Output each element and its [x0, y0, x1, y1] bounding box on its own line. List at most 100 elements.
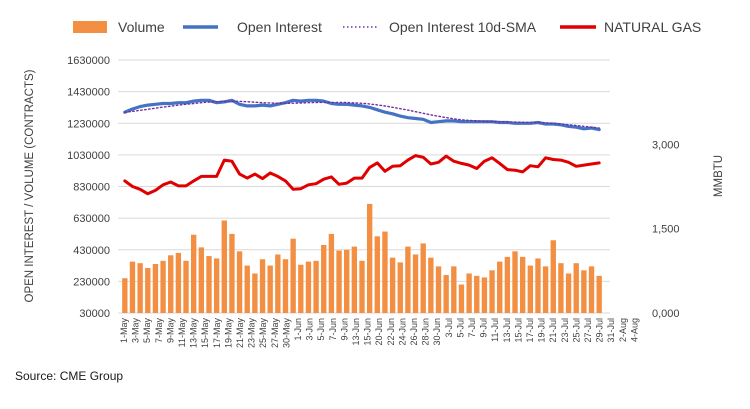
x-tick-label: 5-Jul	[455, 318, 465, 338]
legend-volume-swatch	[73, 21, 107, 33]
x-tick-label: 13-Jul	[502, 318, 512, 343]
x-tick-label: 27-May	[270, 318, 280, 349]
volume-bar	[160, 260, 166, 313]
x-tick-label: 25-May	[258, 318, 268, 349]
volume-bar	[206, 256, 212, 313]
x-tick-label: 22-Jun	[386, 318, 396, 346]
legend-volume-label: Volume	[118, 19, 165, 35]
x-tick-label: 29-Jul	[595, 318, 605, 343]
left-tick-label: 1430000	[67, 87, 110, 99]
x-tick-label: 13-Jun	[351, 318, 361, 346]
volume-bar	[336, 250, 342, 313]
volume-bar	[168, 255, 174, 313]
x-tick-label: 27-Jul	[583, 318, 593, 343]
x-tick-label: 21-May	[235, 318, 245, 349]
volume-bar	[588, 266, 595, 313]
volume-bar	[313, 260, 319, 313]
volume-bar	[229, 233, 235, 313]
x-tick-label: 30-Jun	[432, 318, 442, 346]
volume-bar	[519, 256, 526, 313]
right-tick-label: 1,500	[652, 224, 680, 236]
volume-bar	[122, 278, 128, 313]
volume-bar	[244, 265, 250, 313]
left-tick-label: 1230000	[67, 118, 110, 130]
x-tick-label: 31-Jul	[606, 318, 616, 343]
left-tick-label: 830000	[73, 182, 110, 194]
x-tick-label: 7-Jun	[328, 318, 338, 341]
x-tick-label: 9-May	[165, 318, 175, 344]
x-tick-label: 3-Jun	[305, 318, 315, 341]
left-tick-label: 1030000	[67, 150, 110, 162]
volume-bar	[359, 260, 365, 313]
open-interest-sma-line	[124, 100, 600, 129]
x-tick-label: 28-Jun	[421, 318, 431, 346]
left-tick-label: 1630000	[67, 55, 110, 67]
volume-bar	[550, 240, 556, 313]
x-tick-label: 15-Jun	[363, 318, 373, 346]
volume-bar	[504, 256, 511, 313]
right-tick-label: 3,000	[652, 139, 680, 151]
volume-bar	[374, 236, 380, 313]
x-tick-label: 19-May	[223, 318, 233, 349]
volume-bar	[481, 277, 488, 313]
volume-bar	[527, 265, 533, 313]
left-tick-label: 30000	[79, 308, 110, 320]
volume-bars	[122, 203, 602, 313]
x-tick-label: 5-Jun	[316, 318, 326, 341]
x-tick-label: 20-Jun	[374, 318, 384, 346]
x-tick-label: 1-Jun	[293, 318, 303, 341]
volume-bar	[328, 233, 335, 313]
x-tick-label: 17-May	[212, 318, 222, 349]
volume-bar	[535, 258, 541, 313]
volume-bar	[382, 231, 388, 313]
open-interest-line	[123, 98, 601, 132]
volume-bar	[236, 251, 243, 313]
volume-bar	[581, 270, 587, 313]
volume-bar	[259, 259, 266, 313]
x-tick-label: 4-Aug	[629, 318, 639, 342]
legend-open-interest-label: Open Interest	[237, 19, 322, 35]
volume-bar	[298, 264, 304, 313]
volume-bar	[252, 273, 258, 313]
volume-bar	[344, 249, 350, 313]
volume-bar	[213, 258, 220, 313]
axes: 30000 230000 430000 630000 830000 1030000 1230…	[24, 55, 725, 348]
volume-bar	[290, 238, 296, 313]
volume-bar	[596, 275, 602, 313]
volume-bar	[191, 234, 197, 313]
volume-bar	[397, 262, 403, 313]
x-tick-label: 5-May	[142, 318, 152, 344]
x-tick-label: 21-Jul	[548, 318, 558, 343]
volume-bar	[275, 254, 281, 313]
volume-bar	[558, 263, 564, 313]
volume-bar	[145, 267, 151, 313]
volume-bar	[152, 263, 159, 313]
line-series	[123, 98, 601, 196]
right-tick-label: 0,000	[652, 308, 680, 320]
volume-bar	[129, 261, 136, 313]
x-tick-label: 25-Jul	[571, 318, 581, 343]
x-tick-label: 3-May	[131, 318, 141, 344]
x-tick-label: 23-Jul	[560, 318, 570, 343]
x-tick-label: 15-Jul	[513, 318, 523, 343]
volume-bar	[512, 251, 518, 313]
volume-bar	[542, 266, 549, 313]
volume-bar	[366, 203, 373, 313]
volume-bar	[489, 270, 495, 313]
volume-bar	[405, 246, 411, 313]
volume-bar	[466, 273, 472, 313]
y-axis-title-left: OPEN INTEREST / VOLUME (CONTRACTS)	[24, 69, 36, 302]
volume-bar	[137, 263, 143, 313]
volume-bar	[428, 257, 434, 313]
x-tick-label: 7-May	[154, 318, 164, 344]
volume-bar	[351, 246, 358, 313]
volume-bar	[305, 261, 312, 313]
volume-bar	[573, 263, 579, 313]
left-tick-label: 430000	[73, 245, 110, 257]
volume-bar	[412, 254, 419, 313]
x-tick-label: 11-Jul	[490, 318, 500, 342]
x-tick-label: 3-Jul	[444, 318, 454, 338]
x-tick-label: 1-May	[119, 318, 129, 344]
x-tick-label: 26-Jun	[409, 318, 419, 346]
